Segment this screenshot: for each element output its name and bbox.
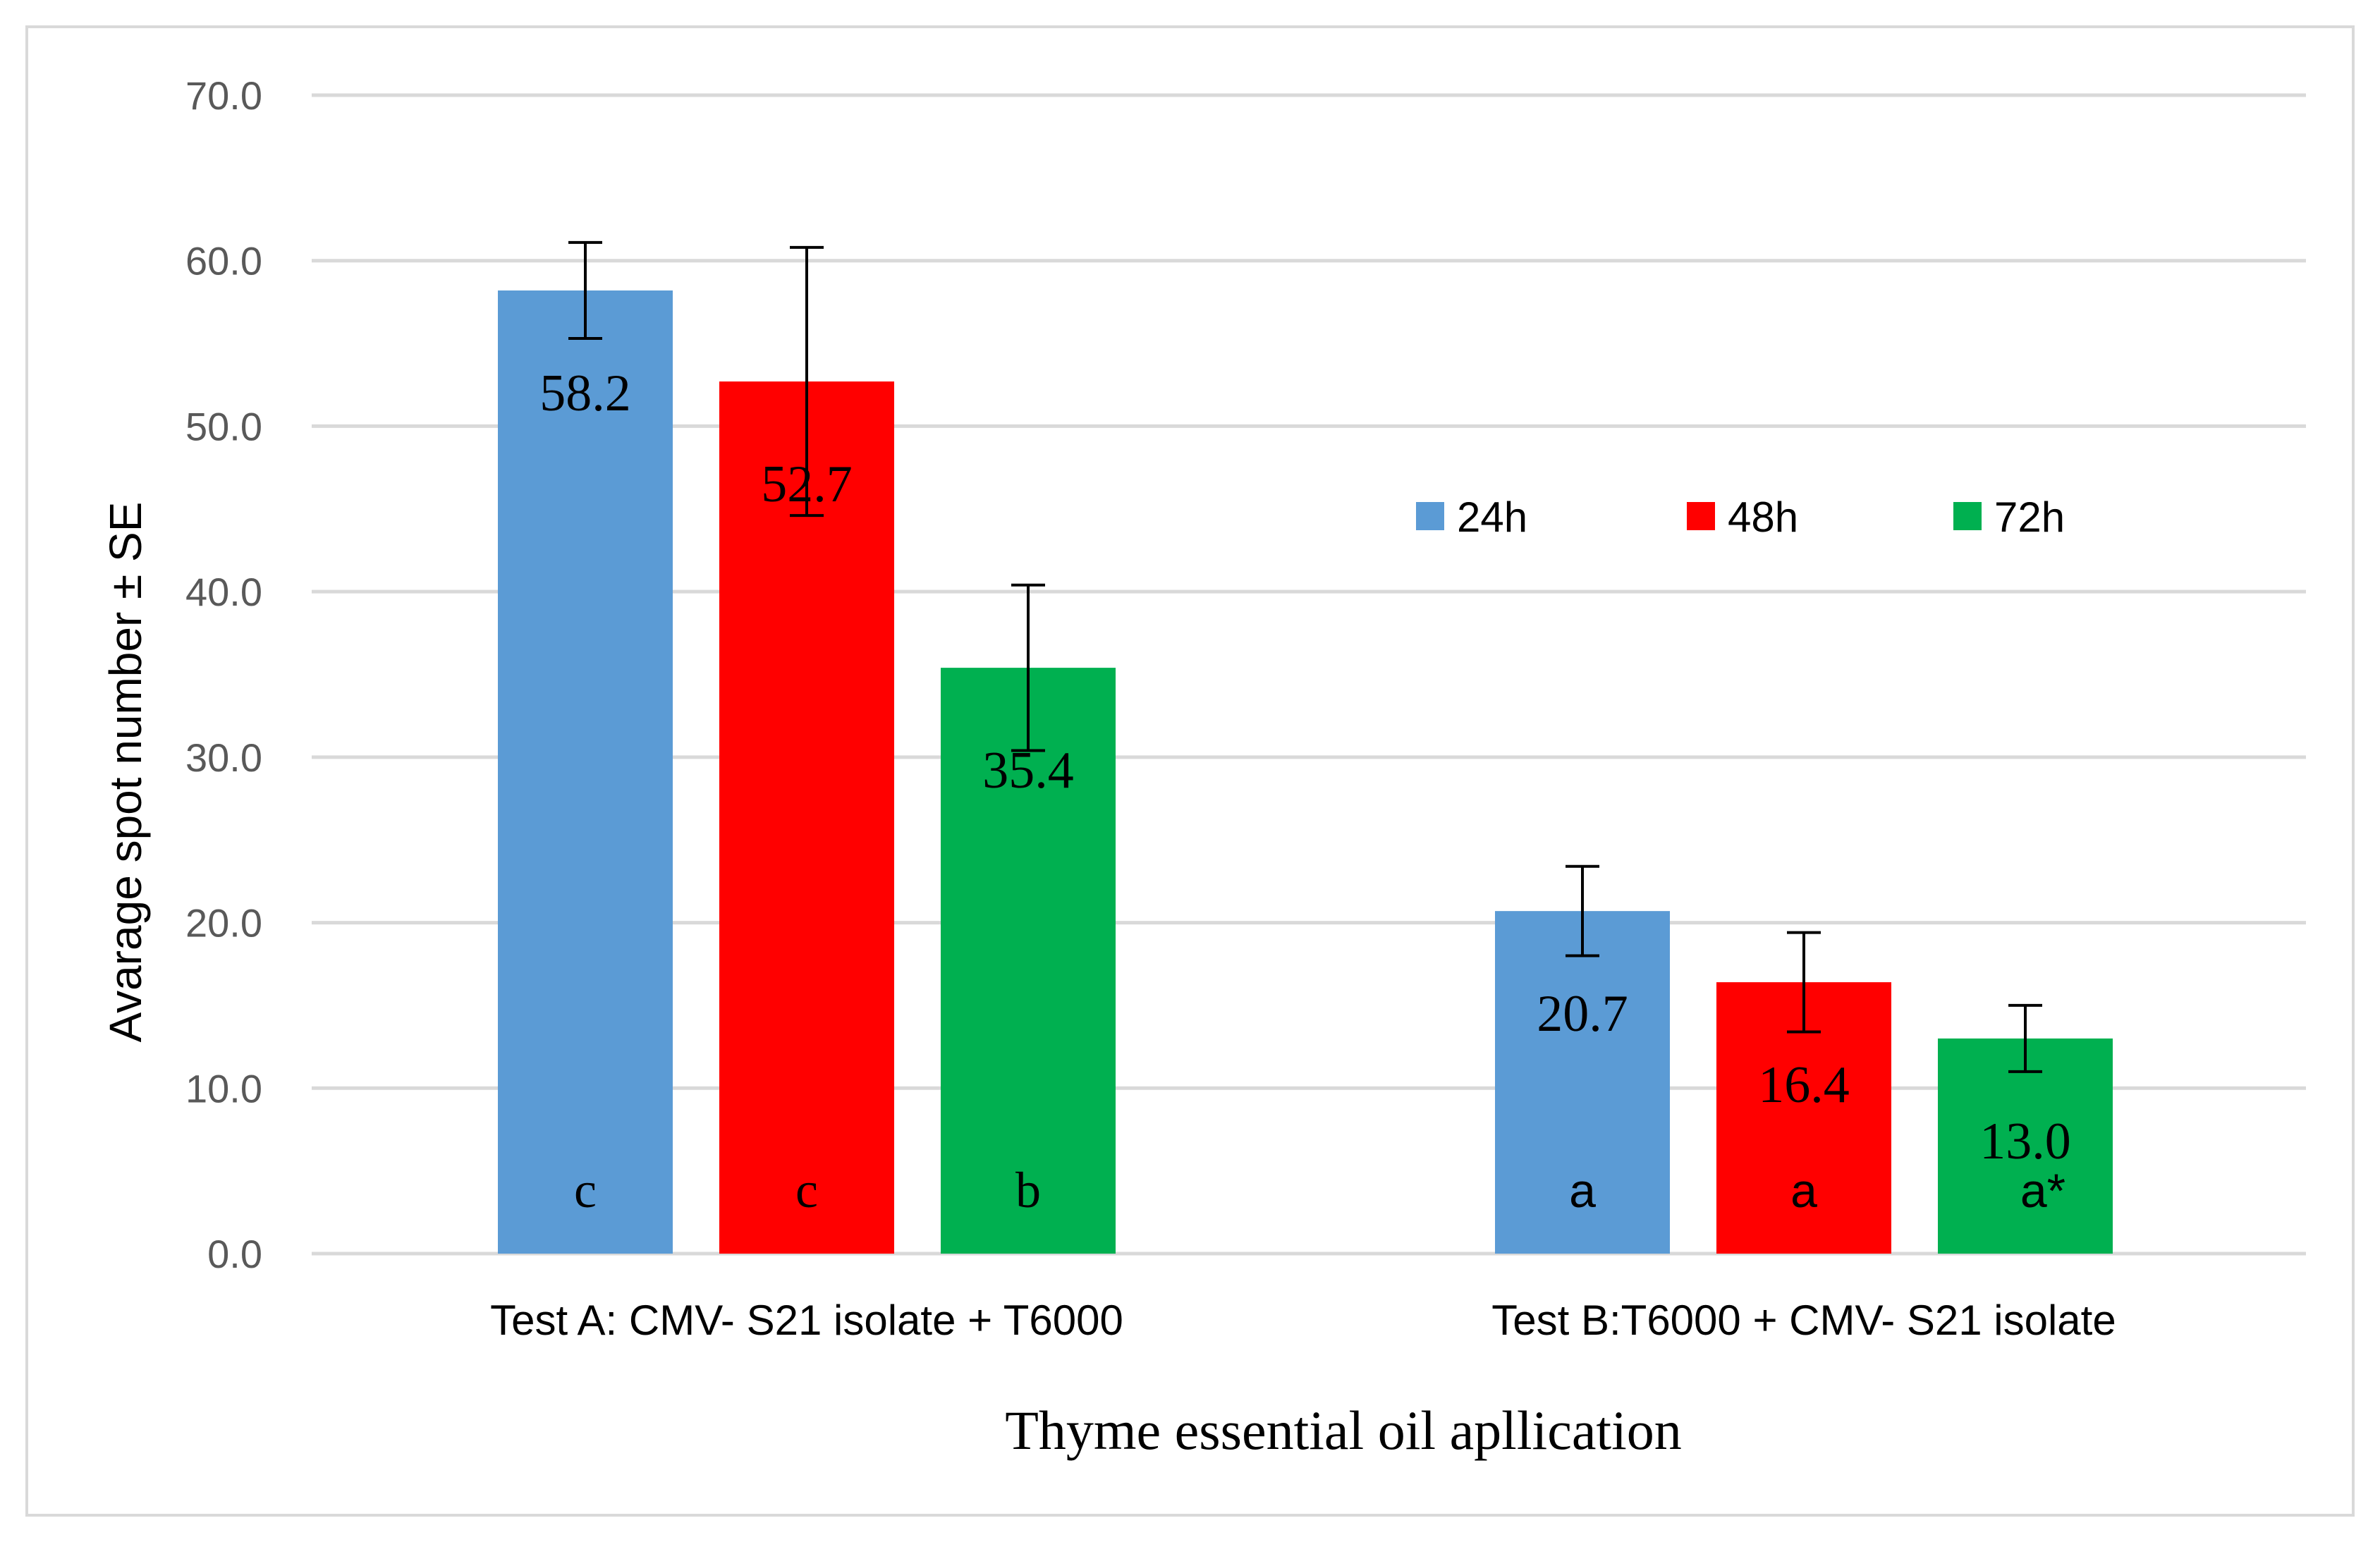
y-axis-title: Avarage spot number ± SE <box>100 502 151 1043</box>
legend-label: 48h <box>1728 494 1798 541</box>
value-label: 13.0 <box>1979 1113 2071 1170</box>
y-axis-ticks: 0.0 10.0 20.0 30.0 40.0 50.0 60.0 70.0 <box>185 73 262 1276</box>
value-label: 16.4 <box>1758 1056 1850 1114</box>
significance-letter: c <box>574 1162 597 1218</box>
value-label: 35.4 <box>982 742 1074 800</box>
legend: 24h 48h 72h <box>1416 494 2065 541</box>
significance-letter: a <box>1569 1164 1596 1218</box>
data-labels: 58.2 c 52.7 c 35.4 b 20.7 a 16.4 a 13.0a* <box>539 365 2071 1218</box>
significance-letter: b <box>1015 1162 1041 1218</box>
chart-border <box>25 25 2355 1517</box>
y-tick-label: 50.0 <box>185 404 262 448</box>
value-label: 58.2 <box>539 365 631 422</box>
category-labels: Test A: CMV- S21 isolate + T6000 Test B:T… <box>490 1297 2116 1344</box>
significance-letter: c <box>795 1162 818 1218</box>
bar <box>498 290 673 1254</box>
value-label: 52.7 <box>761 455 853 513</box>
y-tick-label: 20.0 <box>185 901 262 946</box>
y-tick-label: 70.0 <box>185 73 262 118</box>
bar <box>719 381 894 1254</box>
significance-letter: a* <box>2020 1164 2065 1218</box>
bars <box>498 290 2113 1254</box>
y-tick-label: 60.0 <box>185 239 262 283</box>
y-tick-label: 40.0 <box>185 570 262 614</box>
legend-swatch <box>1953 502 1982 530</box>
legend-swatch <box>1416 502 1444 530</box>
bar <box>1495 911 1670 1254</box>
x-category-label: Test B:T6000 + CMV- S21 isolate <box>1491 1297 2116 1344</box>
y-tick-label: 0.0 <box>207 1232 262 1276</box>
significance-letter: a <box>1790 1164 1817 1218</box>
legend-label: 72h <box>1994 494 2065 541</box>
x-category-label: Test A: CMV- S21 isolate + T6000 <box>490 1297 1123 1344</box>
legend-swatch <box>1687 502 1715 530</box>
y-tick-label: 30.0 <box>185 735 262 780</box>
legend-label: 24h <box>1457 494 1527 541</box>
bar <box>1938 1038 2113 1254</box>
x-axis-title: Thyme essential oil apllication <box>1005 1400 1682 1461</box>
y-tick-label: 10.0 <box>185 1066 262 1110</box>
error-bars <box>568 240 2042 1073</box>
bar <box>941 668 1116 1254</box>
value-label: 20.7 <box>1537 985 1628 1043</box>
